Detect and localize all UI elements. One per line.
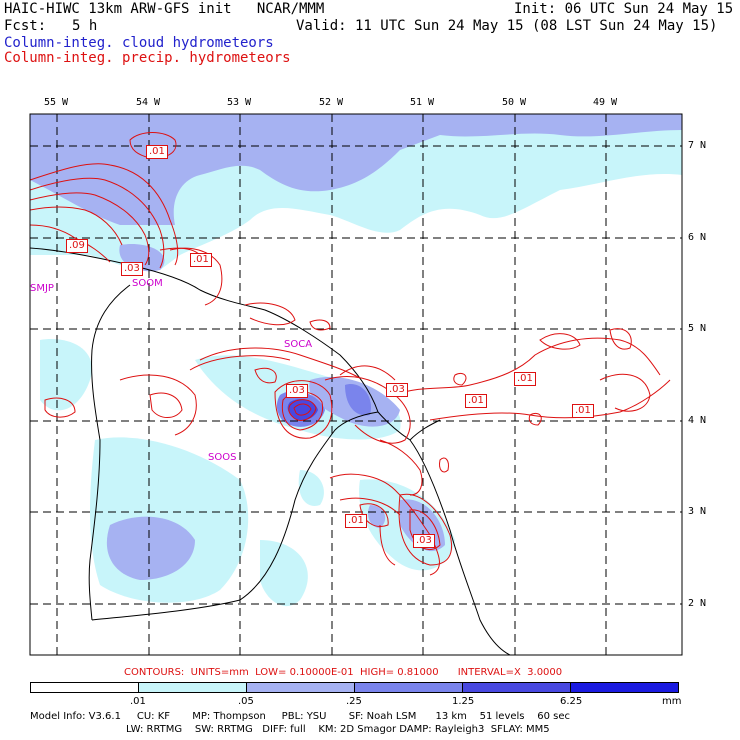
colorbar-swatch: [570, 682, 679, 693]
contour-label: .01: [465, 394, 487, 408]
lon-label: 49 W: [593, 97, 618, 108]
station-label: SOCA: [284, 339, 313, 350]
coastline: [30, 247, 511, 655]
contour-label: .01: [572, 404, 594, 418]
contour-label: .09: [66, 239, 88, 253]
cloud-shading-max: [287, 399, 318, 421]
contour-label: .03: [121, 262, 143, 276]
field-precip-label: Column-integ. precip. hydrometeors: [4, 50, 291, 66]
lon-label: 53 W: [227, 97, 252, 108]
model-info-line1: Model Info: V3.6.1 CU: KF MP: Thompson P…: [30, 711, 570, 722]
plot-title: HAIC-HIWC 13km ARW-GFS init NCAR/MMM: [4, 1, 325, 17]
contour-label: .03: [286, 384, 308, 398]
contour-label: .01: [190, 253, 212, 267]
contour-label: .01: [514, 372, 536, 386]
forecast-hour: 5 h: [72, 18, 98, 34]
lon-label: 54 W: [136, 97, 161, 108]
colorbar-swatch: [138, 682, 247, 693]
valid-time: Valid: 11 UTC Sun 24 May 15 (08 LST Sun …: [296, 18, 718, 34]
latlon-grid: [30, 114, 682, 655]
lon-label: 51 W: [410, 97, 435, 108]
colorbar-label: .01: [130, 696, 146, 707]
colorbar-label: .25: [346, 696, 362, 707]
contour-info: CONTOURS: UNITS=mm LOW= 0.10000E-01 HIGH…: [124, 667, 563, 678]
lon-label: 52 W: [319, 97, 344, 108]
colorbar-units: mm: [662, 696, 682, 707]
contour-label: .01: [345, 514, 367, 528]
contour-label: .03: [413, 534, 435, 548]
init-time: Init: 06 UTC Sun 24 May 15: [514, 1, 734, 17]
lat-label: 5 N: [688, 323, 707, 334]
colorbar-label: .05: [238, 696, 254, 707]
colorbar-label: 1.25: [452, 696, 475, 707]
lat-label: 6 N: [688, 232, 707, 243]
colorbar-swatch: [30, 682, 139, 693]
lon-label: 55 W: [44, 97, 69, 108]
colorbar-swatch: [354, 682, 463, 693]
station-label: SOOS: [208, 452, 237, 463]
colorbar-swatch: [462, 682, 571, 693]
colorbar-swatch: [246, 682, 355, 693]
forecast-label: Fcst:: [4, 18, 47, 34]
lon-label: 50 W: [502, 97, 527, 108]
colorbar-label: 6.25: [560, 696, 583, 707]
lat-label: 3 N: [688, 506, 707, 517]
contour-label: .03: [386, 383, 408, 397]
field-cloud-label: Column-integ. cloud hydrometeors: [4, 35, 274, 51]
lat-label: 4 N: [688, 415, 707, 426]
map-frame: [29, 113, 683, 656]
model-info-line2: LW: RRTMG SW: RRTMG DIFF: full KM: 2D Sm…: [126, 724, 550, 735]
station-label: SMJP: [30, 283, 54, 294]
lat-label: 2 N: [688, 598, 707, 609]
contour-label: .01: [146, 145, 168, 159]
lat-label: 7 N: [688, 140, 707, 151]
station-label: SOOM: [132, 278, 163, 289]
